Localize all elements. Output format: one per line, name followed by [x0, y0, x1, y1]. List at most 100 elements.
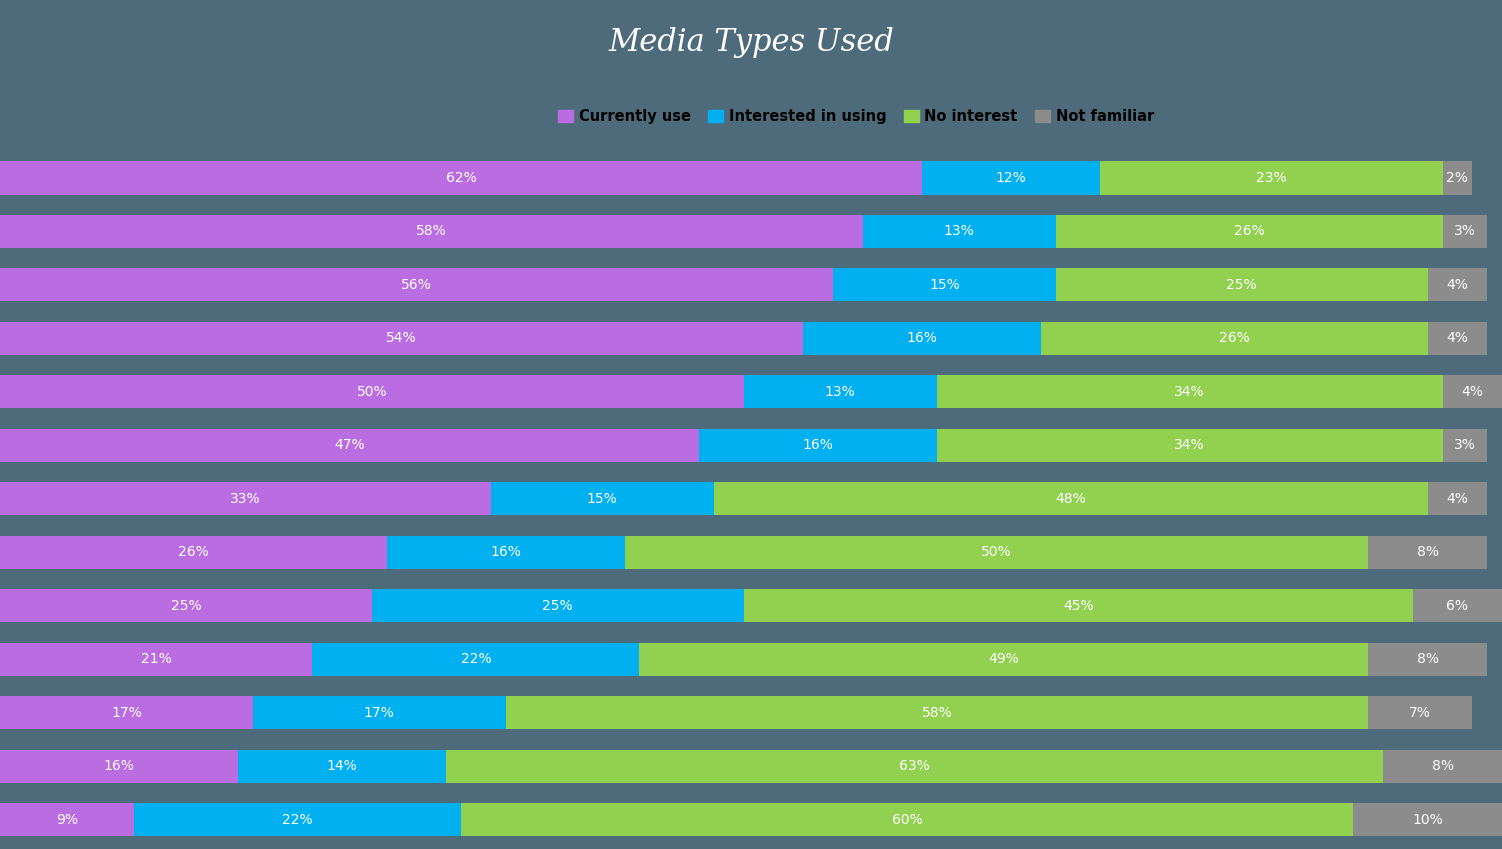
Text: 58%: 58%	[416, 224, 446, 239]
Text: 13%: 13%	[943, 224, 975, 239]
Text: 54%: 54%	[386, 331, 418, 346]
Bar	[0, 750, 237, 783]
Text: 26%: 26%	[1233, 224, 1265, 239]
Text: 50%: 50%	[356, 385, 388, 399]
Text: 48%: 48%	[1056, 492, 1086, 506]
Bar	[506, 696, 1368, 729]
Text: 22%: 22%	[461, 652, 491, 666]
Text: 23%: 23%	[1256, 171, 1287, 185]
Text: 4%: 4%	[1446, 278, 1469, 292]
Text: 17%: 17%	[111, 706, 141, 720]
Text: 50%: 50%	[981, 545, 1012, 559]
Text: 13%: 13%	[825, 385, 856, 399]
Bar	[0, 322, 804, 355]
Bar	[625, 536, 1368, 569]
Bar	[1056, 268, 1427, 301]
Bar	[0, 643, 312, 676]
Text: 47%: 47%	[333, 438, 365, 453]
Text: 3%: 3%	[1454, 224, 1476, 239]
Bar	[1368, 536, 1487, 569]
Text: 15%: 15%	[587, 492, 617, 506]
Text: 16%: 16%	[907, 331, 937, 346]
Bar	[1442, 161, 1472, 194]
Text: 17%: 17%	[363, 706, 395, 720]
Bar	[0, 482, 491, 515]
Bar	[743, 589, 1413, 622]
Text: 8%: 8%	[1431, 759, 1454, 773]
Text: 26%: 26%	[1220, 331, 1250, 346]
Text: 45%: 45%	[1063, 599, 1093, 613]
Text: 4%: 4%	[1446, 492, 1469, 506]
Bar	[237, 750, 446, 783]
Bar	[743, 375, 937, 408]
Text: 15%: 15%	[928, 278, 960, 292]
Text: 4%: 4%	[1461, 385, 1482, 399]
Bar	[1041, 322, 1427, 355]
Text: 16%: 16%	[802, 438, 834, 453]
Bar	[372, 589, 743, 622]
Text: 16%: 16%	[104, 759, 134, 773]
Text: 33%: 33%	[230, 492, 261, 506]
Bar	[0, 215, 862, 248]
Bar	[312, 643, 640, 676]
Text: 56%: 56%	[401, 278, 431, 292]
Text: 16%: 16%	[490, 545, 521, 559]
Text: 3%: 3%	[1454, 438, 1476, 453]
Bar	[0, 375, 743, 408]
Bar	[0, 803, 134, 836]
Text: 58%: 58%	[922, 706, 952, 720]
Bar	[386, 536, 625, 569]
Bar	[1427, 322, 1487, 355]
Text: 25%: 25%	[1227, 278, 1257, 292]
Bar	[0, 429, 698, 462]
Text: 21%: 21%	[141, 652, 171, 666]
Text: 6%: 6%	[1446, 599, 1469, 613]
Bar	[1353, 803, 1502, 836]
Bar	[1368, 696, 1472, 729]
Text: 34%: 34%	[1175, 385, 1205, 399]
Bar	[698, 429, 937, 462]
Bar	[1383, 750, 1502, 783]
Text: 10%: 10%	[1412, 812, 1443, 827]
Text: 25%: 25%	[542, 599, 572, 613]
Text: 7%: 7%	[1409, 706, 1431, 720]
Bar	[252, 696, 506, 729]
Bar	[0, 536, 386, 569]
Bar	[1427, 268, 1487, 301]
Text: 12%: 12%	[996, 171, 1027, 185]
Bar	[1101, 161, 1442, 194]
Bar	[1056, 215, 1442, 248]
Text: 4%: 4%	[1446, 331, 1469, 346]
Bar	[0, 696, 252, 729]
Bar	[713, 482, 1427, 515]
Text: 9%: 9%	[56, 812, 78, 827]
Text: 22%: 22%	[282, 812, 312, 827]
Bar	[446, 750, 1383, 783]
Text: Media Types Used: Media Types Used	[608, 27, 894, 58]
Bar	[937, 429, 1442, 462]
Bar	[1427, 482, 1487, 515]
Text: 26%: 26%	[177, 545, 209, 559]
Text: 25%: 25%	[171, 599, 201, 613]
Bar	[1368, 643, 1487, 676]
Bar	[1442, 215, 1487, 248]
Bar	[0, 268, 832, 301]
Text: 62%: 62%	[446, 171, 476, 185]
Text: 63%: 63%	[900, 759, 930, 773]
Text: 8%: 8%	[1416, 652, 1439, 666]
Bar	[134, 803, 461, 836]
Bar	[1442, 375, 1502, 408]
Legend: Currently use, Interested in using, No interest, Not familiar: Currently use, Interested in using, No i…	[553, 104, 1160, 130]
Bar	[1413, 589, 1502, 622]
Text: 34%: 34%	[1175, 438, 1205, 453]
Bar	[461, 803, 1353, 836]
Bar	[1442, 429, 1487, 462]
Bar	[862, 215, 1056, 248]
Bar	[922, 161, 1101, 194]
Bar	[0, 589, 372, 622]
Bar	[804, 322, 1041, 355]
Bar	[491, 482, 713, 515]
Text: 60%: 60%	[892, 812, 922, 827]
Text: 14%: 14%	[326, 759, 357, 773]
Text: 8%: 8%	[1416, 545, 1439, 559]
